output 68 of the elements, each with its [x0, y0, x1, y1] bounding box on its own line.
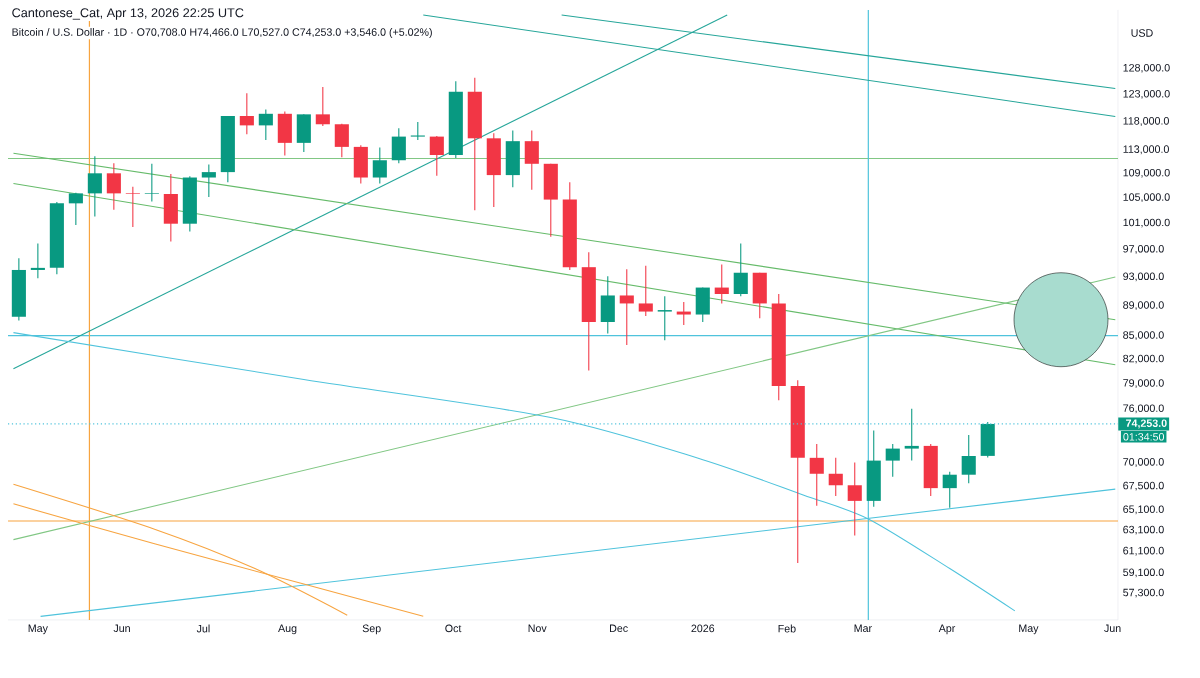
candlestick: [106, 162, 121, 211]
y-tick-label: 82,000.0: [1123, 354, 1164, 364]
candlestick: [30, 242, 45, 279]
candlestick: [885, 443, 900, 478]
x-tick-label: 2026: [691, 624, 715, 633]
candlestick: [201, 163, 216, 198]
candlestick: [334, 123, 349, 158]
x-tick-label: May: [1019, 624, 1039, 635]
y-tick-label: 85,000.0: [1123, 331, 1164, 341]
y-tick-label: 93,000.0: [1123, 272, 1164, 282]
y-tick-label: 123,000.0: [1123, 90, 1170, 99]
candlestick: [828, 457, 843, 497]
y-tick-label: 67,500.0: [1123, 481, 1164, 491]
x-tick-label: Nov: [528, 624, 547, 633]
y-tick-label: 118,000.0: [1123, 117, 1169, 126]
candlestick: [847, 461, 862, 536]
x-tick-label: Oct: [445, 624, 462, 633]
y-tick-label: 101,000.0: [1123, 218, 1170, 228]
x-tick-label: Feb: [778, 624, 796, 633]
y-tick-label: 109,000.0: [1123, 168, 1170, 178]
candlestick: [391, 127, 406, 164]
candlestick: [638, 265, 653, 317]
y-tick-label: 113,000.0: [1123, 145, 1169, 155]
y-tick-label: 70,000.0: [1123, 458, 1164, 467]
candlestick: [619, 268, 634, 346]
candlestick: [809, 443, 824, 507]
candlestick: [87, 155, 102, 218]
candlestick: [68, 192, 83, 226]
candlestick: [239, 92, 254, 135]
candlestick: [714, 263, 729, 304]
candlestick: [315, 86, 330, 127]
x-tick-label: Jul: [196, 624, 210, 633]
y-tick-label: 61,100.0: [1123, 546, 1164, 556]
y-tick-label: 57,300.0: [1123, 588, 1164, 598]
y-tick-label: 65,100.0: [1123, 505, 1164, 515]
y-tick-label: 76,000.0: [1123, 404, 1164, 414]
candlestick: [372, 146, 387, 185]
x-tick-label: Dec: [610, 624, 628, 633]
candlestick: [904, 408, 919, 462]
candlestick: [961, 434, 976, 484]
candlestick: [429, 135, 444, 177]
candlestick: [144, 163, 159, 202]
y-tick-label: 97,000.0: [1123, 245, 1164, 254]
y-tick-label: 79,000.0: [1123, 379, 1164, 388]
x-tick-label: Aug: [278, 624, 297, 635]
x-tick-label: Apr: [938, 624, 956, 635]
ref-line-label: 74,253.0: [1126, 419, 1167, 429]
x-tick-label: Sep: [362, 624, 381, 635]
candlestick: [524, 129, 539, 191]
y-tick-label: 63,100.0: [1123, 525, 1164, 535]
x-tick-label: May: [28, 624, 48, 635]
text: Bitcoin / U.S. Dollar · 1D · O70,708.0 H74,466.0 L70,527.0 C74,253.0 +3,546.0 (+5.02%): [12, 28, 432, 38]
x-tick-label: Jun: [1104, 624, 1121, 633]
y-tick-label: 89,000.0: [1123, 301, 1164, 311]
text: 01:34:50: [1123, 433, 1165, 441]
y-tick-label: 105,000.0: [1123, 193, 1170, 203]
candlestick: [125, 186, 140, 228]
candlestick: [942, 471, 957, 509]
candlestick: [657, 295, 672, 341]
chart-subtitle: Cantonese_Cat, Apr 13, 2026 22:25 UTC: [12, 8, 244, 20]
x-tick-label: Mar: [854, 624, 872, 633]
candlestick: [258, 108, 273, 141]
y-tick-label: 59,100.0: [1123, 568, 1164, 578]
candlestick: [676, 301, 691, 326]
y-tick-label: 128,000.0: [1123, 63, 1170, 73]
y-axis-title: USD: [1131, 29, 1153, 37]
candlestick: [733, 242, 748, 297]
x-tick-label: Jun: [113, 624, 130, 633]
